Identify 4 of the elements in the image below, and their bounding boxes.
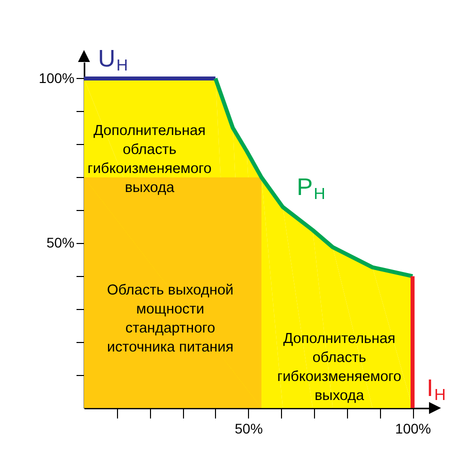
line-series bbox=[213, 76, 415, 278]
annotation: Дополнительная область гибкоизменяемого выхода bbox=[88, 123, 212, 196]
annotation: Дополнительная область гибкоизменяемого выхода bbox=[277, 330, 402, 404]
annotation: Область выходной мощности стандартного источника питания bbox=[106, 282, 234, 356]
